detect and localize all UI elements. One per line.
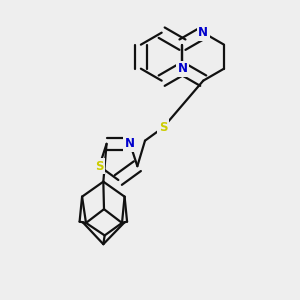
Text: N: N — [178, 62, 188, 75]
Text: S: S — [95, 160, 103, 173]
Text: N: N — [125, 137, 135, 150]
Text: S: S — [159, 121, 168, 134]
Text: N: N — [198, 26, 208, 39]
